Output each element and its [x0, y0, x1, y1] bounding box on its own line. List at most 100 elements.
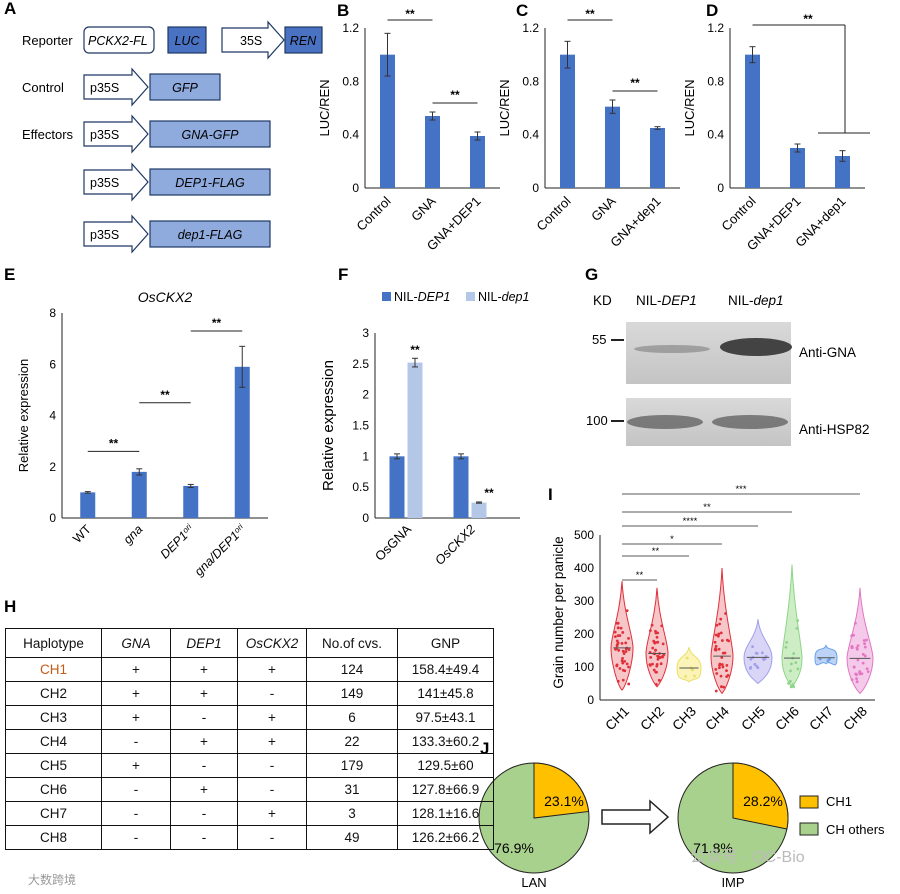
- violin-point: [627, 648, 631, 651]
- violin-point: [720, 639, 724, 642]
- x-tick-label: OsGNA: [372, 521, 415, 564]
- luc-label: LUC: [174, 34, 200, 48]
- table-cell: +: [101, 657, 171, 682]
- table-cell: +: [101, 705, 171, 730]
- x-tick-label: Control: [353, 193, 393, 233]
- y-tick-label: 100: [574, 660, 594, 674]
- table-cell: -: [237, 825, 307, 850]
- violin-point: [713, 640, 717, 644]
- legend-gene: dep1: [502, 290, 530, 304]
- violin-point: [850, 678, 854, 681]
- lane-gene: dep1: [754, 293, 784, 308]
- violin-point: [749, 666, 753, 669]
- violin-point: [719, 617, 723, 621]
- violin-point: [691, 668, 695, 672]
- sig-mark: **: [630, 76, 640, 90]
- violin-point: [792, 652, 796, 655]
- violin-point: [789, 679, 792, 683]
- table-row: CH3 + - +6 97.5±43.1: [5, 705, 494, 730]
- violin-point: [818, 657, 822, 661]
- table-cell: -: [101, 729, 171, 754]
- 35s-label: 35S: [240, 34, 262, 48]
- pie-slice-ch1: [732, 762, 789, 830]
- violin-ch1: [610, 581, 634, 691]
- violin-point: [755, 664, 759, 668]
- y-tick-label: 300: [574, 594, 594, 608]
- y-axis-label: LUC/REN: [682, 79, 697, 136]
- violin-point: [685, 656, 689, 660]
- y-tick-label: 1.2: [342, 21, 359, 35]
- table-cell: 3: [306, 801, 398, 826]
- violin-point: [625, 609, 629, 613]
- violin-point: [714, 633, 718, 637]
- y-tick-label: 2: [49, 460, 56, 474]
- kd-label: KD: [593, 293, 612, 308]
- x-tick-label: gna/DEP1ori: [192, 522, 249, 579]
- table-cell: -: [170, 705, 238, 730]
- violin-point: [651, 662, 654, 666]
- violin-point: [616, 641, 620, 645]
- chart-title-e: OsCKX2: [138, 289, 193, 305]
- violin-point: [659, 662, 663, 666]
- violin-point: [654, 683, 658, 686]
- violin-point: [861, 661, 865, 665]
- violin-point: [716, 634, 720, 638]
- y-tick-label: 0: [532, 181, 539, 195]
- violin-point: [656, 631, 660, 635]
- table-header: No.of cvs.: [306, 628, 398, 658]
- violin-point: [718, 622, 722, 626]
- table-cell: +: [237, 657, 307, 682]
- sig-mark: **: [484, 486, 494, 500]
- sig-mark: **: [652, 546, 660, 557]
- table-row: CH1 + + +124 158.4±49.4: [5, 657, 494, 682]
- table-cell: 179: [306, 753, 398, 778]
- violin-point: [654, 629, 657, 633]
- table-cell: CH6: [5, 777, 102, 802]
- panel-label-a: A: [4, 0, 16, 18]
- violin-point: [852, 665, 856, 669]
- bar-B: [380, 54, 395, 188]
- table-cell: CH8: [5, 825, 102, 850]
- table-cell: -: [101, 777, 171, 802]
- y-tick-label: 0.4: [522, 128, 539, 142]
- violin-point: [753, 662, 757, 666]
- lane-label: NIL-dep1: [728, 293, 784, 308]
- bar-C: [560, 54, 575, 188]
- violin-point: [621, 678, 625, 682]
- y-tick-label: 0.4: [707, 128, 724, 142]
- violin-point: [724, 612, 727, 615]
- table-row: CH5 + - -179 129.5±60: [5, 753, 494, 778]
- violin-ch8: [846, 587, 874, 695]
- violin-point: [613, 630, 617, 634]
- y-axis-label: Relative expression: [320, 360, 337, 491]
- gene-box: [149, 73, 221, 101]
- y-tick-label: 3: [362, 326, 369, 340]
- violin-point: [615, 639, 619, 643]
- y-axis-label: LUC/REN: [317, 79, 332, 136]
- pckx2-promoter-box: [83, 26, 155, 54]
- p35s-arrow: [83, 114, 149, 154]
- table-header: DEP1: [170, 628, 238, 658]
- sig-mark: **: [703, 502, 711, 513]
- violin-point: [866, 670, 870, 674]
- violin-point: [625, 662, 629, 666]
- violin-point: [862, 639, 866, 642]
- table-cell: 158.4±49.4: [397, 657, 494, 682]
- y-tick-label: 0: [717, 181, 724, 195]
- violin-point: [785, 640, 788, 644]
- construct-row-label: Effectors: [22, 127, 74, 142]
- y-tick-label: 400: [574, 561, 594, 575]
- violin-point: [854, 672, 858, 676]
- table-cell: 22: [306, 729, 398, 754]
- table-cell: -: [101, 825, 171, 850]
- x-tick-label: CH6: [772, 704, 802, 734]
- pie-label: LAN: [521, 875, 546, 890]
- x-tick-label: OsCKX2: [432, 521, 479, 568]
- violin-point: [749, 657, 753, 661]
- violin-point: [720, 663, 724, 666]
- watermark-right: 公众号 · OC-Bio: [690, 848, 805, 866]
- violin-point: [615, 664, 619, 668]
- gene-label: GNA-GFP: [182, 128, 240, 142]
- violin-point: [624, 641, 628, 645]
- violin-point: [856, 644, 860, 648]
